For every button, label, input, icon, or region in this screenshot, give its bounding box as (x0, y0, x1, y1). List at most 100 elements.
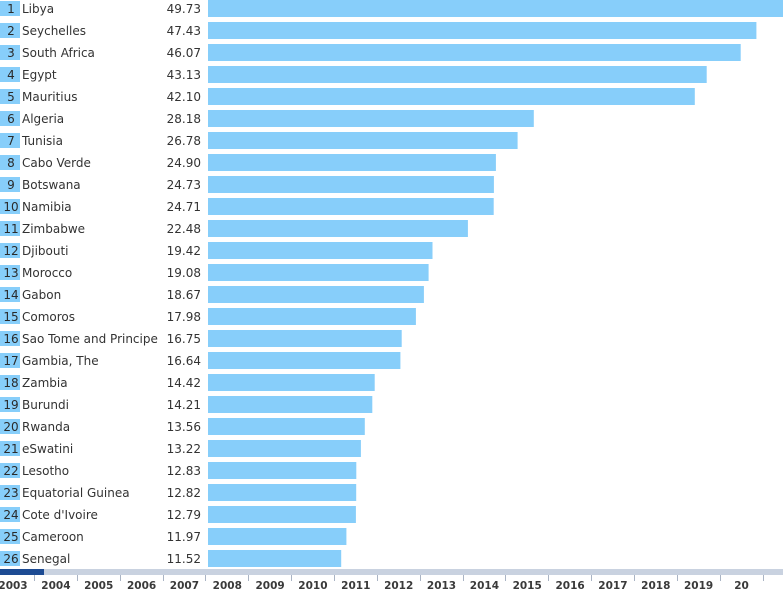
bar (208, 352, 401, 369)
value-label: 42.10 (167, 90, 201, 104)
timeline-tick (762, 575, 764, 581)
rank-box (0, 133, 20, 148)
bar-row: 9 Botswana 24.73 (0, 176, 494, 193)
year-label[interactable]: 2017 (598, 580, 628, 592)
timeline-tick (719, 575, 721, 581)
bar-row: 3 South Africa 46.07 (0, 44, 741, 61)
bar-row: 13 Morocco 19.08 (0, 264, 429, 281)
year-label[interactable]: 2003 (0, 580, 28, 592)
category-label: Senegal (22, 552, 70, 566)
bar-row: 20 Rwanda 13.56 (0, 418, 365, 435)
bar (208, 0, 783, 17)
rank-box (0, 221, 20, 236)
bar (208, 308, 416, 325)
rank-box (0, 441, 20, 456)
year-label[interactable]: 2004 (41, 580, 71, 592)
rank-box (0, 67, 20, 82)
category-label: Lesotho (22, 464, 69, 478)
value-label: 18.67 (167, 288, 201, 302)
rank-label: 10 (3, 200, 18, 214)
category-label: Burundi (22, 398, 69, 412)
rank-box (0, 89, 20, 104)
bar-row: 19 Burundi 14.21 (0, 396, 373, 413)
year-label[interactable]: 2007 (169, 580, 200, 592)
bar-row: 5 Mauritius 42.10 (0, 88, 695, 105)
bar-row: 14 Gabon 18.67 (0, 286, 424, 303)
year-label[interactable]: 2015 (512, 580, 542, 592)
value-label: 11.97 (167, 530, 201, 544)
category-label: Gabon (22, 288, 61, 302)
value-label: 13.56 (167, 420, 201, 434)
year-label[interactable]: 2005 (84, 580, 114, 592)
year-label[interactable]: 2010 (298, 580, 328, 592)
year-timeline[interactable]: 2003 2004 2005 2006 2007 2008 2009 2010 2011 2012… (0, 569, 783, 600)
rank-box (0, 331, 20, 346)
value-label: 13.22 (167, 442, 201, 456)
value-label: 43.13 (167, 68, 201, 82)
category-label: eSwatini (22, 442, 73, 456)
value-label: 12.83 (167, 464, 201, 478)
rank-label: 7 (7, 134, 15, 148)
year-label[interactable]: 2012 (384, 580, 414, 592)
bar-row: 2 Seychelles 47.43 (0, 22, 757, 39)
timeline-tick (419, 575, 421, 581)
rank-box (0, 375, 20, 390)
bar (208, 528, 347, 545)
rank-label: 3 (7, 46, 15, 60)
rank-box (0, 353, 20, 368)
year-label[interactable]: 2008 (212, 580, 242, 592)
bar (208, 396, 373, 413)
rank-box (0, 551, 20, 566)
rank-label: 9 (7, 178, 15, 192)
rank-label: 17 (3, 354, 18, 368)
timeline-progress (0, 569, 44, 575)
rank-label: 26 (3, 552, 18, 566)
rank-box (0, 397, 20, 412)
rank-label: 19 (3, 398, 18, 412)
timeline-track[interactable] (0, 569, 783, 575)
rank-box (0, 23, 20, 38)
value-label: 16.75 (167, 332, 201, 346)
bar (208, 374, 375, 391)
bar (208, 198, 494, 215)
rank-label: 18 (3, 376, 18, 390)
bar-row: 8 Cabo Verde 24.90 (0, 154, 496, 171)
bar-row: 15 Comoros 17.98 (0, 308, 416, 325)
year-label[interactable]: 2016 (555, 580, 585, 592)
value-label: 24.71 (167, 200, 201, 214)
value-label: 17.98 (167, 310, 201, 324)
timeline-tick (34, 575, 35, 581)
year-label[interactable]: 2011 (341, 580, 371, 592)
year-label[interactable]: 2006 (126, 580, 157, 592)
rank-box (0, 529, 20, 544)
rank-box (0, 265, 20, 280)
rank-label: 23 (3, 486, 18, 500)
timeline-tick (376, 575, 378, 581)
year-label[interactable]: 2019 (683, 580, 714, 592)
rank-label: 16 (3, 332, 18, 346)
year-label[interactable]: 2014 (469, 580, 500, 592)
bar (208, 418, 365, 435)
bar (208, 220, 468, 237)
year-label[interactable]: 20 (734, 580, 749, 592)
rank-box (0, 199, 20, 214)
bar (208, 22, 757, 39)
timeline-tick (333, 575, 335, 581)
bar-row: 24 Cote d'Ivoire 12.79 (0, 506, 356, 523)
timeline-tick (119, 575, 121, 581)
category-label: South Africa (22, 46, 95, 60)
value-label: 16.64 (167, 354, 201, 368)
bar (208, 484, 357, 501)
category-label: Zambia (22, 376, 68, 390)
year-label[interactable]: 2013 (426, 580, 457, 592)
value-label: 19.08 (167, 266, 201, 280)
year-label[interactable]: 2018 (641, 580, 671, 592)
rank-box (0, 177, 20, 192)
rank-label: 14 (3, 288, 18, 302)
year-label[interactable]: 2009 (255, 580, 285, 592)
category-label: Cote d'Ivoire (22, 508, 98, 522)
rank-label: 5 (7, 90, 15, 104)
rank-label: 6 (7, 112, 15, 126)
bar-row: 10 Namibia 24.71 (0, 198, 494, 215)
bar-row: 17 Gambia, The 16.64 (0, 352, 401, 369)
